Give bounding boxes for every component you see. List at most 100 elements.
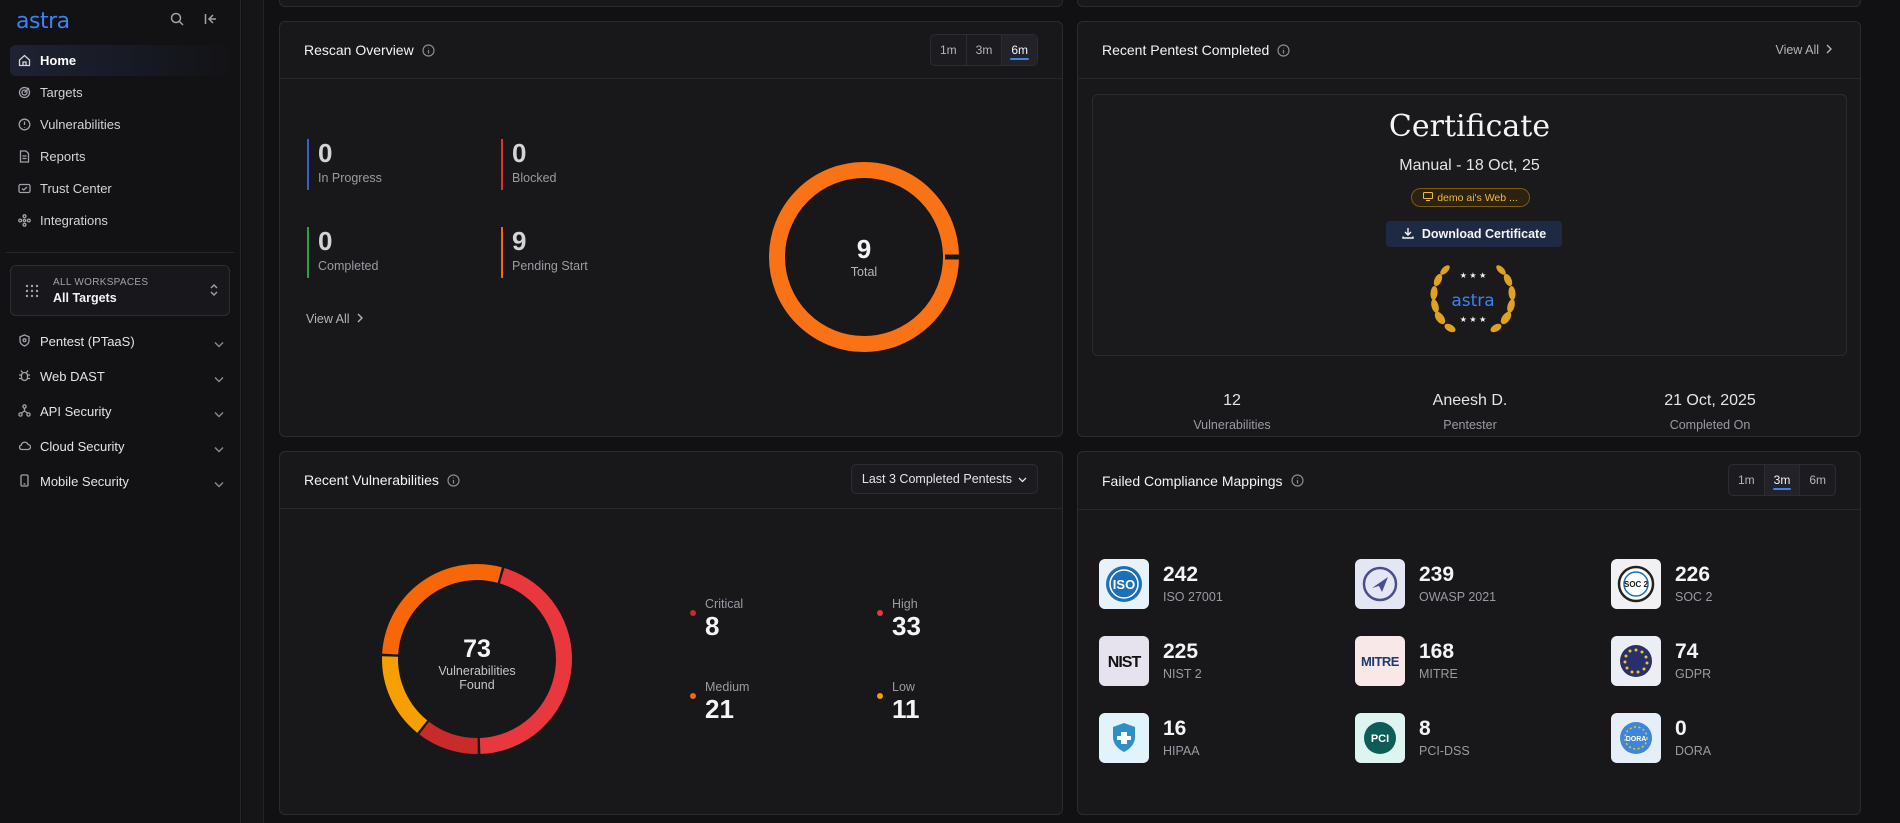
nav-reports[interactable]: Reports [10, 141, 230, 172]
info-icon[interactable] [447, 473, 460, 487]
compliance-label: NIST 2 [1163, 667, 1202, 681]
view-all-label: View All [1775, 43, 1819, 57]
compliance-item-nist[interactable]: NIST 225 NIST 2 [1099, 636, 1202, 686]
vulns-header: Recent Vulnerabilities Last 3 Completed … [280, 452, 1062, 509]
rescan-view-all-link[interactable]: View All [306, 312, 363, 326]
svg-text:SOC 2: SOC 2 [1624, 580, 1649, 589]
range-6m[interactable]: 6m [1809, 473, 1826, 487]
range-3m[interactable]: 3m [967, 35, 1003, 65]
target-tag-label: demo ai's Web ... [1437, 191, 1518, 204]
compliance-item-owasp[interactable]: 239 OWASP 2021 [1355, 559, 1496, 609]
nav-trust-center-label: Trust Center [40, 181, 112, 196]
nav-trust-center[interactable]: Trust Center [10, 173, 230, 204]
pentest-title: Recent Pentest Completed [1102, 42, 1270, 58]
severity-dot [690, 610, 696, 616]
rescan-total-value: 9 [857, 234, 871, 264]
badge-text: astra [1451, 291, 1494, 311]
hipaa-icon [1099, 713, 1149, 763]
stat-bar [501, 139, 503, 190]
vulns-title: Recent Vulnerabilities [304, 472, 439, 488]
svg-text:ISO: ISO [1113, 577, 1135, 592]
download-icon [1402, 227, 1414, 242]
nav-targets[interactable]: Targets [10, 77, 230, 108]
pentest-view-all-link[interactable]: View All [1775, 43, 1832, 57]
download-certificate-button[interactable]: Download Certificate [1386, 221, 1562, 247]
target-tag[interactable]: demo ai's Web ... [1411, 188, 1530, 207]
astra-logo[interactable]: astra [16, 8, 70, 34]
collapse-sidebar-icon[interactable] [202, 10, 220, 28]
info-icon[interactable] [1290, 474, 1304, 487]
section-api-security[interactable]: API Security [10, 394, 230, 429]
certificate-title: Certificate [1388, 109, 1551, 144]
compliance-value: 0 [1675, 717, 1687, 740]
range-1m[interactable]: 1m [931, 35, 967, 65]
compliance-value: 16 [1163, 717, 1187, 740]
section-pentest[interactable]: Pentest (PTaaS) [10, 324, 230, 359]
section-web-dast-label: Web DAST [40, 369, 105, 384]
severity-high[interactable]: High 33 [877, 597, 921, 639]
search-icon[interactable] [168, 10, 186, 28]
meta-label: Vulnerabilities [1193, 418, 1271, 432]
compliance-label: HIPAA [1163, 744, 1200, 758]
section-cloud-security[interactable]: Cloud Security [10, 429, 230, 464]
nav-vulnerabilities[interactable]: Vulnerabilities [10, 109, 230, 140]
severity-dot [877, 693, 883, 699]
chevron-right-icon [1826, 43, 1832, 57]
compliance-item-hipaa[interactable]: 16 HIPAA [1099, 713, 1200, 763]
workspace-selector[interactable]: ALL WORKSPACES All Targets [10, 265, 230, 316]
compliance-item-dora[interactable]: DORA 0 DORA [1611, 713, 1711, 763]
stat-bar [307, 227, 309, 278]
compliance-item-gdpr[interactable]: 74 GDPR [1611, 636, 1711, 686]
svg-text:★ ★ ★: ★ ★ ★ [1460, 315, 1487, 324]
stat-label: Completed [318, 259, 379, 273]
severity-value: 21 [705, 694, 734, 724]
severity-medium[interactable]: Medium 21 [690, 680, 749, 724]
pentest-header: Recent Pentest Completed View All [1078, 22, 1860, 79]
api-icon [18, 403, 31, 420]
donut-segment-low[interactable] [382, 656, 428, 733]
stat-pending-start: 9 Pending Start [501, 227, 588, 278]
compliance-range-toggle: 1m 3m 6m [1727, 464, 1836, 496]
info-icon[interactable] [1277, 43, 1290, 57]
compliance-value: 225 [1163, 640, 1199, 663]
rescan-header: Rescan Overview 1m 3m 6m [280, 22, 1062, 79]
rescan-overview-card: Rescan Overview 1m 3m 6m 0 In Progress 0… [279, 21, 1063, 437]
workspace-caption: ALL WORKSPACES [53, 276, 149, 288]
pentest-filter-dropdown[interactable]: Last 3 Completed Pentests [850, 464, 1038, 494]
main-content: Rescan Overview 1m 3m 6m 0 In Progress 0… [242, 0, 1900, 823]
compliance-item-mitre[interactable]: MITRE 168 MITRE [1355, 636, 1458, 686]
pci-icon: PCI [1355, 713, 1405, 763]
section-web-dast[interactable]: Web DAST [10, 359, 230, 394]
meta-completed-on: 21 Oct, 2025 Completed On [1610, 392, 1810, 432]
integrations-icon [18, 214, 31, 227]
compliance-item-iso[interactable]: ISO 242 ISO 27001 [1099, 559, 1223, 609]
donut-segment-critical[interactable] [419, 721, 478, 754]
rescan-title: Rescan Overview [304, 42, 414, 58]
view-all-label: View All [306, 312, 350, 326]
meta-value: 12 [1223, 392, 1241, 409]
compliance-item-pci[interactable]: PCI 8 PCI-DSS [1355, 713, 1470, 763]
section-api-security-label: API Security [40, 404, 112, 419]
severity-low[interactable]: Low 11 [877, 680, 920, 722]
nav-integrations[interactable]: Integrations [10, 205, 230, 236]
section-mobile-security[interactable]: Mobile Security [10, 464, 230, 499]
svg-text:MITRE: MITRE [1361, 654, 1400, 669]
severity-dot [690, 693, 696, 699]
range-3m[interactable]: 3m [1764, 465, 1801, 495]
severity-label: Critical [705, 597, 744, 611]
owasp-icon [1355, 559, 1405, 609]
range-6m[interactable]: 6m [1002, 35, 1037, 65]
compliance-item-soc2[interactable]: SOC 2 226 SOC 2 [1611, 559, 1713, 609]
donut-segment-high[interactable] [479, 568, 572, 754]
alert-circle-icon [18, 118, 31, 131]
info-icon[interactable] [422, 43, 435, 57]
range-1m[interactable]: 1m [1729, 465, 1765, 495]
donut-segment-medium[interactable] [382, 564, 502, 655]
dora-icon: DORA [1611, 713, 1661, 763]
bug-icon [18, 369, 31, 385]
chevron-up-down-icon [209, 283, 219, 302]
severity-critical[interactable]: Critical 8 [690, 597, 744, 639]
certificate-subtitle: Manual - 18 Oct, 25 [1399, 157, 1540, 174]
recent-vulnerabilities-card: Recent Vulnerabilities Last 3 Completed … [279, 451, 1063, 815]
nav-home[interactable]: Home [10, 45, 230, 76]
